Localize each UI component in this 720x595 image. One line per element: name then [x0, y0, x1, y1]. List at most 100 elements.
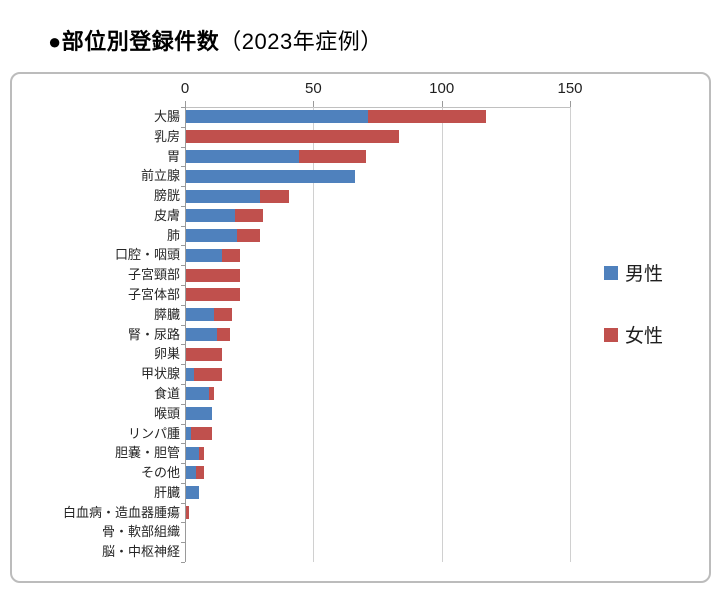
category-label: 肺: [166, 227, 180, 243]
bar-segment-male: [186, 189, 261, 203]
category-label: 大腸: [153, 109, 180, 124]
bar-segment-female: [298, 149, 366, 163]
category-tick-mark: [181, 265, 185, 267]
category-label: 口腔・咽頭: [114, 247, 180, 263]
bar-segment-male: [186, 328, 217, 341]
bar-segment-male: [186, 466, 197, 480]
category-tick-mark: [181, 403, 185, 405]
category-tick-mark: [181, 107, 185, 108]
category-label: 甲状腺: [140, 366, 180, 382]
chart-frame: 0 50 100 150 大腸 乳房胃前立腺 膀胱 皮膚肺口腔・咽頭 子宮頸部 子宮体部 膵臓 腎・…: [10, 72, 711, 583]
category-label: 子宮頸部: [127, 267, 180, 283]
chart-title-main: ●部位別登録件数: [48, 29, 220, 54]
bar-segment-male: [186, 407, 212, 421]
bar-segment-female: [186, 506, 189, 520]
bar-segment-male: [186, 308, 215, 322]
category-tick-mark: [181, 383, 185, 385]
category-axis-line: [185, 107, 186, 562]
legend-item-male: 男性: [604, 259, 663, 286]
x-tick-label: 100: [429, 80, 455, 97]
category-tick-mark: [181, 166, 185, 168]
plot-area: [181, 101, 571, 563]
gridline: [441, 107, 443, 562]
category-label: 膵臓: [153, 306, 180, 322]
bar-segment-female: [237, 229, 261, 243]
category-label: 白血病・造血器腫瘍: [62, 504, 180, 520]
bar-segment-female: [186, 347, 222, 361]
category-label: その他: [140, 465, 180, 481]
legend-label-female: 女性: [625, 326, 664, 347]
legend-marker-male-icon: [604, 265, 618, 280]
chart-title-suffix: （2023年症例）: [219, 29, 383, 54]
category-tick-mark: [181, 443, 185, 445]
category-tick-mark: [181, 225, 185, 227]
bar-segment-female: [221, 248, 240, 262]
bar-segment-female: [186, 288, 240, 302]
category-axis-labels: 大腸乳房胃前立腺膀胱皮膚肺口腔・咽頭子宮頸部子宮体部膵臓腎・尿路卵巣甲状腺食道喉…: [20, 107, 180, 562]
x-tick-label: 0: [180, 80, 190, 97]
bar-segment-female: [209, 387, 215, 401]
category-label: 皮膚: [153, 207, 180, 223]
category-tick-mark: [181, 542, 185, 544]
bar-segment-female: [198, 446, 204, 460]
category-tick-mark: [181, 205, 185, 207]
category-label: 脳・中枢神経: [101, 544, 180, 560]
category-tick-mark: [181, 562, 185, 563]
gridline: [313, 107, 315, 562]
bar-segment-male: [186, 169, 356, 183]
category-label: 子宮体部: [127, 287, 180, 303]
category-label: リンパ腫: [127, 425, 180, 441]
legend-label-male: 男性: [625, 264, 664, 285]
legend-item-female: 女性: [604, 321, 663, 348]
category-label: 食道: [153, 385, 180, 401]
category-tick-mark: [181, 482, 185, 484]
category-tick-mark: [181, 126, 185, 128]
bar-segment-male: [186, 149, 299, 163]
bar-segment-male: [186, 110, 369, 124]
category-label: 前立腺: [140, 168, 180, 184]
gridline: [570, 107, 571, 562]
bar-segment-male: [186, 426, 192, 440]
category-tick-mark: [181, 423, 185, 425]
bar-segment-male: [186, 367, 194, 381]
bar-segment-female: [186, 268, 240, 282]
category-label: 骨・軟部組織: [101, 524, 180, 540]
category-tick-mark: [181, 304, 185, 306]
category-tick-mark: [181, 522, 185, 524]
category-label: 胃: [166, 148, 180, 164]
category-label: 卵巣: [153, 346, 180, 362]
bar-segment-female: [214, 308, 233, 322]
bar-segment-male: [186, 446, 199, 460]
category-label: 腎・尿路: [127, 326, 180, 342]
bar-segment-female: [193, 367, 222, 381]
legend-marker-female-icon: [604, 327, 618, 342]
bar-segment-male: [186, 486, 199, 500]
category-tick-mark: [181, 502, 185, 504]
category-tick-mark: [181, 324, 185, 326]
category-tick-mark: [181, 245, 185, 247]
category-tick-mark: [181, 344, 185, 346]
bar-segment-female: [196, 466, 204, 480]
bar-segment-male: [186, 248, 222, 262]
category-label: 肝臓: [153, 484, 180, 500]
value-axis-line: [185, 107, 571, 108]
category-tick-mark: [181, 285, 185, 287]
category-tick-mark: [181, 146, 185, 148]
bar-segment-female: [191, 426, 212, 440]
bar-segment-male: [186, 229, 238, 243]
category-label: 喉頭: [153, 405, 180, 421]
category-label: 乳房: [153, 128, 180, 144]
bar-segment-male: [186, 387, 210, 401]
bar-segment-male: [186, 209, 235, 223]
category-label: 膀胱: [153, 188, 180, 204]
bar-segment-female: [260, 189, 289, 203]
category-label: 胆嚢・胆管: [114, 445, 180, 461]
bar-segment-female: [216, 328, 230, 341]
bar-segment-female: [368, 110, 487, 124]
category-tick-mark: [181, 186, 185, 188]
bar-segment-female: [234, 209, 263, 223]
chart-title: ●部位別登録件数（2023年症例）: [48, 24, 383, 56]
category-tick-mark: [181, 364, 185, 366]
bar-segment-female: [186, 130, 400, 144]
